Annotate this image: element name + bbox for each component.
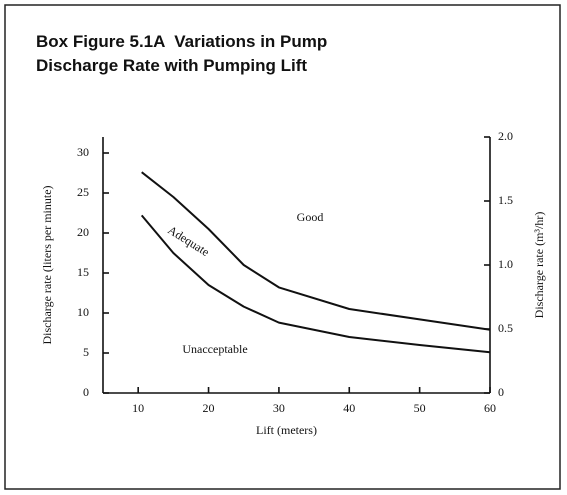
x-tick-label: 30 [273, 401, 285, 415]
y2-tick-label: 1.5 [498, 193, 513, 207]
x-tick-label: 60 [484, 401, 496, 415]
y-axis-label: Discharge rate (liters per minute) [40, 185, 54, 344]
y2-tick-label: 1.0 [498, 257, 513, 271]
y-tick-label: 30 [77, 145, 89, 159]
y2-tick-label: 2.0 [498, 129, 513, 143]
y-tick-label: 5 [83, 345, 89, 359]
annotation: Adequate [165, 223, 211, 259]
x-axis-label: Lift (meters) [256, 423, 317, 437]
y-tick-label: 25 [77, 185, 89, 199]
x-tick-label: 40 [343, 401, 355, 415]
y2-tick-label: 0 [498, 385, 504, 399]
annotation: Unacceptable [182, 342, 247, 356]
y2-tick-label: 0.5 [498, 321, 513, 335]
curve [140, 214, 491, 354]
y-tick-label: 10 [77, 305, 89, 319]
x-tick-label: 50 [414, 401, 426, 415]
x-tick-label: 10 [132, 401, 144, 415]
frame [4, 4, 561, 490]
annotation: Good [297, 210, 324, 224]
y-tick-label: 0 [83, 385, 89, 399]
chart-title: Box Figure 5.1A Variations in Pump Disch… [36, 32, 333, 75]
y-tick-label: 15 [77, 265, 89, 279]
y2-axis-label: Discharge rate (m³/hr) [532, 212, 546, 319]
curve [141, 171, 491, 331]
y-tick-label: 20 [77, 225, 89, 239]
x-tick-label: 20 [203, 401, 215, 415]
